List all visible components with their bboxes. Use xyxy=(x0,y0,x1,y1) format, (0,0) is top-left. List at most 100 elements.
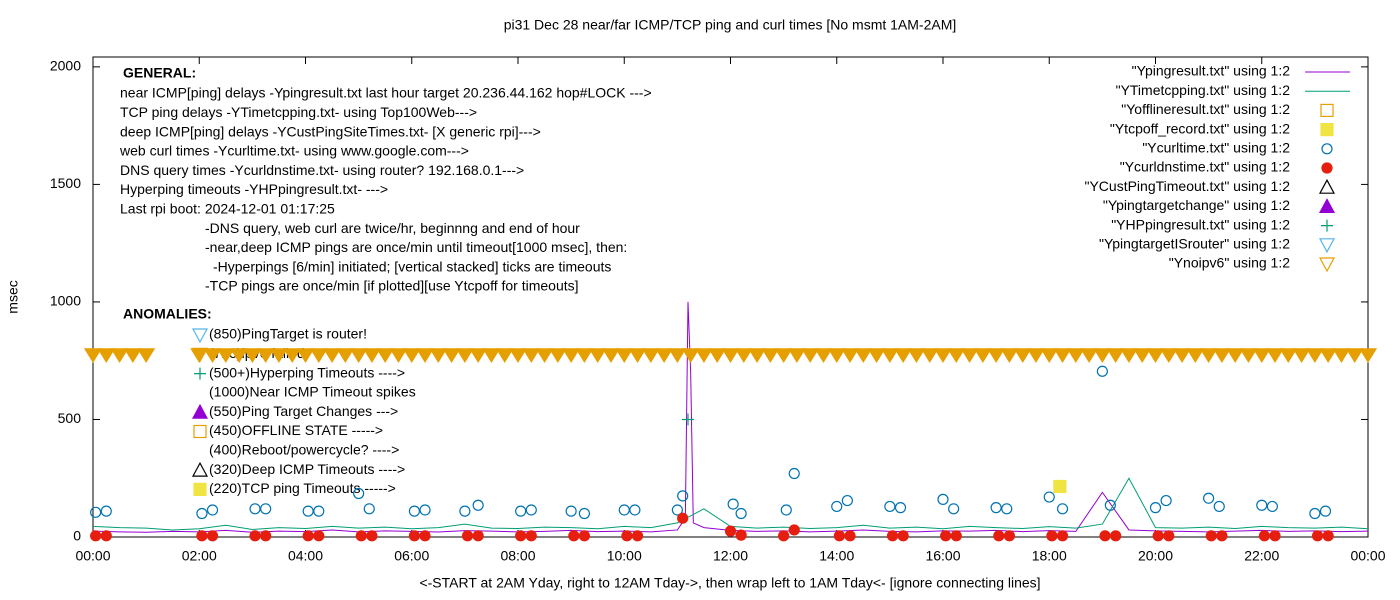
legend-marker xyxy=(1321,143,1333,155)
data-point xyxy=(302,505,314,517)
data-point xyxy=(947,348,966,363)
data-point xyxy=(522,348,541,363)
data-point xyxy=(1043,491,1055,503)
data-point xyxy=(137,348,156,363)
data-point xyxy=(525,504,537,516)
chart-title: pi31 Dec 28 near/far ICMP/TCP ping and c… xyxy=(504,17,957,33)
x-tick-label: 12:00 xyxy=(713,548,748,564)
y-tick-label: 0 xyxy=(73,528,81,544)
data-point xyxy=(1213,500,1225,513)
data-point xyxy=(735,529,747,541)
data-point xyxy=(788,467,800,480)
data-point xyxy=(1199,348,1218,363)
x-tick-label: 16:00 xyxy=(925,548,960,564)
data-line xyxy=(92,301,1369,533)
data-point xyxy=(1026,348,1046,363)
data-point xyxy=(1279,348,1298,363)
data-point xyxy=(1160,494,1172,507)
data-point xyxy=(993,530,1005,542)
legend-marker xyxy=(1318,257,1336,273)
annotation: deep ICMP[ping] delays -YCustPingSiteTim… xyxy=(120,123,541,139)
data-point xyxy=(940,530,952,542)
data-point xyxy=(1152,530,1164,542)
data-point xyxy=(1106,348,1125,363)
data-point xyxy=(894,502,907,514)
x-tick-label: 20:00 xyxy=(1138,548,1173,564)
data-point xyxy=(429,348,448,363)
data-point xyxy=(190,348,209,363)
data-point xyxy=(389,348,408,363)
data-point xyxy=(788,524,800,536)
data-point xyxy=(83,348,103,363)
data-point xyxy=(844,530,856,542)
annotation-icon xyxy=(193,424,207,439)
x-tick-label: 10:00 xyxy=(607,548,642,564)
data-point xyxy=(402,348,421,363)
data-point xyxy=(601,348,621,363)
data-point xyxy=(615,348,634,363)
data-point xyxy=(216,348,235,363)
data-point xyxy=(1093,348,1112,363)
data-point xyxy=(1163,530,1175,542)
legend-marker xyxy=(1321,162,1333,174)
data-point xyxy=(894,348,913,363)
annotation-icon xyxy=(193,482,207,496)
annotation: -TCP pings are once/min [if plotted][use… xyxy=(205,278,579,294)
data-point xyxy=(355,530,367,542)
legend-marker xyxy=(1321,219,1333,232)
data-point xyxy=(302,530,314,542)
x-tick-label: 14:00 xyxy=(819,548,854,564)
data-point xyxy=(1149,502,1162,514)
data-point xyxy=(708,348,727,363)
annotation-icon xyxy=(194,367,206,380)
data-point xyxy=(1110,530,1122,542)
data-point xyxy=(787,348,806,363)
data-point xyxy=(668,348,687,363)
data-point xyxy=(472,530,484,542)
data-point xyxy=(677,512,689,524)
annotation: Hyperping timeouts -YHPpingresult.txt- -… xyxy=(120,181,388,197)
data-point xyxy=(363,503,375,515)
data-point xyxy=(415,348,435,363)
data-point xyxy=(827,348,846,363)
legend-label: "Yofflineresult.txt" using 1:2 xyxy=(1121,101,1290,117)
data-point xyxy=(230,348,249,363)
data-point xyxy=(588,348,607,363)
data-point xyxy=(495,348,514,363)
data-point xyxy=(671,504,683,516)
data-point xyxy=(721,348,740,363)
data-point xyxy=(629,504,641,516)
annotation: (550)Ping Target Changes ---> xyxy=(209,403,398,419)
data-point xyxy=(1000,348,1019,363)
data-point xyxy=(110,348,129,363)
data-point xyxy=(1056,503,1069,515)
y-tick-label: 1000 xyxy=(50,293,81,309)
data-point xyxy=(249,503,261,515)
data-point xyxy=(1053,348,1072,363)
data-point xyxy=(1332,348,1351,363)
data-point xyxy=(419,504,431,516)
data-point xyxy=(780,504,792,516)
data-point xyxy=(322,348,342,363)
data-point xyxy=(196,507,208,520)
annotation: TCP ping delays -YTimetcpping.txt- using… xyxy=(120,104,477,120)
data-point xyxy=(677,490,689,502)
data-point xyxy=(1226,348,1245,363)
data-point xyxy=(1096,365,1108,377)
data-point xyxy=(854,348,873,363)
data-point xyxy=(353,487,365,500)
data-point xyxy=(256,348,275,363)
data-point xyxy=(1186,348,1205,363)
data-point xyxy=(469,348,488,363)
data-point xyxy=(681,348,700,363)
x-tick-label: 18:00 xyxy=(1032,548,1067,564)
annotation: (450)OFFLINE STATE -----> xyxy=(209,422,383,438)
data-point xyxy=(1133,348,1152,363)
data-point xyxy=(897,530,909,542)
legend-label: "Ypingtargetchange" using 1:2 xyxy=(1103,197,1290,213)
y-tick-label: 500 xyxy=(58,410,82,426)
y-tick-label: 2000 xyxy=(50,58,81,74)
data-point xyxy=(774,348,793,363)
data-point xyxy=(987,348,1006,363)
data-point xyxy=(1159,348,1178,363)
